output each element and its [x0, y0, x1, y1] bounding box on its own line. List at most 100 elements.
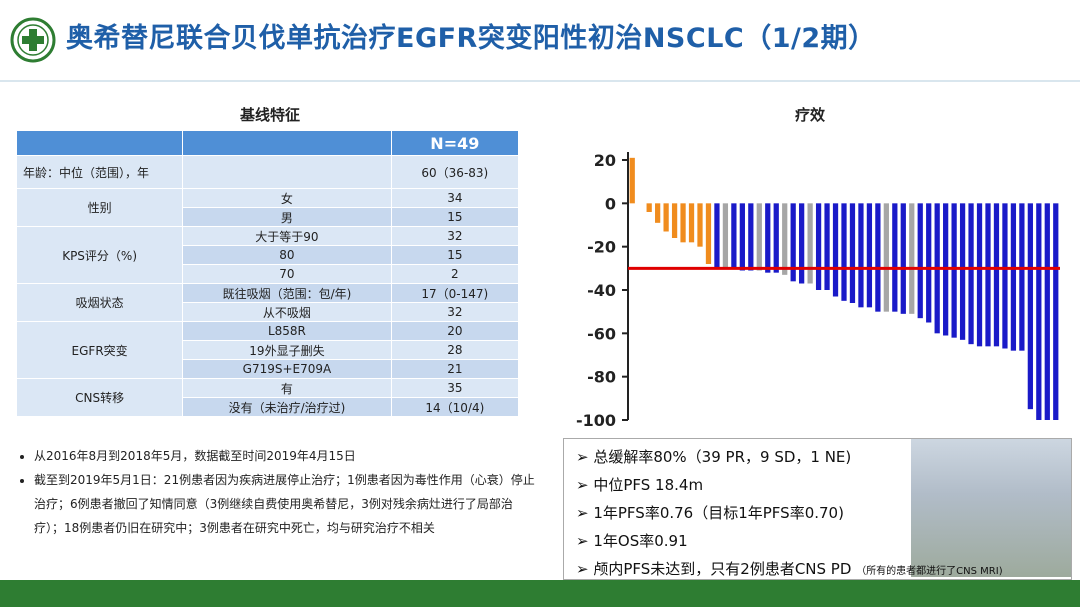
waterfall-bar — [900, 203, 906, 314]
results-box: ➢ 总缓解率80%（39 PR，9 SD，1 NE) ➢ 中位PFS 18.4m… — [563, 438, 1072, 580]
page-title: 奥希替尼联合贝伐单抗治疗EGFR突变阳性初治NSCLC（1/2期） — [66, 23, 876, 54]
result-item: ➢ 总缓解率80%（39 PR，9 SD，1 NE) — [576, 448, 852, 466]
result-text: 总缓解率80%（39 PR，9 SD，1 NE) — [593, 448, 852, 466]
waterfall-bar — [892, 203, 898, 312]
y-tick-label: -60 — [587, 324, 616, 343]
waterfall-bar — [1002, 203, 1008, 349]
waterfall-bar — [1027, 203, 1033, 410]
hospital-building-image — [911, 439, 1071, 577]
results-list: ➢ 总缓解率80%（39 PR，9 SD，1 NE) ➢ 中位PFS 18.4m… — [564, 439, 1013, 583]
waterfall-bar — [841, 203, 847, 301]
row-egfr-exon19-value: 28 — [390, 340, 520, 360]
waterfall-bar — [722, 203, 729, 269]
waterfall-bar — [815, 203, 822, 290]
efficacy-title: 疗效 — [794, 106, 825, 124]
table-header-blank — [182, 130, 392, 156]
waterfall-bar — [799, 203, 805, 284]
waterfall-bar — [926, 203, 932, 323]
row-cns-no: 没有（未治疗/治疗过) — [182, 397, 392, 417]
waterfall-bar — [756, 203, 762, 271]
waterfall-bar — [655, 203, 661, 223]
waterfall-bar — [959, 203, 966, 340]
waterfall-bar — [985, 203, 991, 347]
waterfall-bar — [993, 203, 1000, 347]
waterfall-bar — [968, 203, 974, 345]
waterfall-bar — [883, 203, 889, 312]
hospital-logo-icon — [10, 17, 56, 63]
row-kps-90: 大于等于90 — [182, 226, 392, 246]
baseline-table: N=49 年龄：中位（范围），年 60（36-83) 性别 女 34 男 15 … — [15, 130, 520, 417]
waterfall-bar — [1036, 203, 1042, 420]
result-text: 1年PFS率0.76（目标1年PFS率0.70) — [593, 504, 844, 522]
waterfall-bar — [671, 203, 678, 238]
waterfall-bar — [748, 203, 754, 271]
row-egfr-l858r: L858R — [182, 321, 392, 341]
waterfall-bar — [714, 203, 720, 269]
waterfall-bar — [739, 203, 745, 271]
waterfall-bar — [1019, 203, 1025, 351]
row-egfr-exon19: 19外显子删失 — [182, 340, 392, 360]
waterfall-bar — [951, 203, 957, 338]
waterfall-bar — [807, 203, 813, 284]
row-smoking-never-value: 32 — [390, 302, 520, 322]
waterfall-bar — [917, 203, 923, 319]
row-sex-female: 女 — [182, 188, 392, 208]
waterfall-bar — [629, 157, 635, 204]
waterfall-bar — [697, 203, 703, 247]
waterfall-bar — [731, 203, 737, 269]
row-kps-category: KPS评分（%) — [15, 226, 184, 284]
row-sex-female-value: 34 — [390, 188, 520, 208]
row-cns-no-value: 14（10/4) — [390, 397, 520, 417]
baseline-title: 基线特征 — [239, 106, 300, 124]
result-item: ➢ 中位PFS 18.4m — [576, 476, 704, 494]
notes-list: 从2016年8月到2018年5月，数据截至时间2019年4月15日 截至到201… — [18, 444, 538, 540]
row-age-value: 60（36-83) — [390, 155, 520, 189]
row-kps-90-value: 32 — [390, 226, 520, 246]
waterfall-bar — [858, 203, 864, 308]
row-kps-80-value: 15 — [390, 245, 520, 265]
note-item: 截至到2019年5月1日：21例患者因为疾病进展停止治疗；1例患者因为毒性作用（… — [34, 468, 538, 540]
waterfall-bar — [688, 203, 695, 243]
table-header-blank — [15, 130, 184, 156]
row-sex-category: 性别 — [15, 188, 184, 227]
row-kps-70: 70 — [182, 264, 392, 284]
waterfall-bar — [646, 203, 652, 212]
waterfall-bar — [1044, 203, 1050, 420]
row-cns-category: CNS转移 — [15, 378, 184, 417]
waterfall-bar — [849, 203, 856, 303]
row-egfr-g719s: G719S+E709A — [182, 359, 392, 379]
row-egfr-g719s-value: 21 — [390, 359, 520, 379]
result-text: 1年OS率0.91 — [593, 532, 688, 550]
row-smoking-never: 从不吸烟 — [182, 302, 392, 322]
waterfall-bar — [773, 203, 779, 273]
waterfall-bar — [875, 203, 881, 312]
header-bar: 奥希替尼联合贝伐单抗治疗EGFR突变阳性初治NSCLC（1/2期） — [0, 0, 1080, 82]
row-cns-yes: 有 — [182, 378, 392, 398]
waterfall-bar — [790, 203, 796, 282]
result-item: ➢ 颅内PFS未达到，只有2例患者CNS PD （所有的患者都进行了CNS MR… — [576, 560, 1003, 578]
y-tick-label: -100 — [576, 411, 616, 430]
y-tick-label: 20 — [594, 151, 616, 170]
result-item: ➢ 1年PFS率0.76（目标1年PFS率0.70) — [576, 504, 844, 522]
result-text: 中位PFS 18.4m — [593, 476, 704, 494]
row-cns-yes-value: 35 — [390, 378, 520, 398]
waterfall-bar — [832, 203, 839, 297]
row-sex-male-value: 15 — [390, 207, 520, 227]
waterfall-bar — [663, 203, 669, 232]
waterfall-bar — [1053, 203, 1059, 420]
row-smoking-former-value: 17（0-147) — [390, 283, 520, 303]
row-kps-80: 80 — [182, 245, 392, 265]
y-tick-label: 0 — [605, 194, 616, 213]
result-item: ➢ 1年OS率0.91 — [576, 532, 688, 550]
table-header-n: N=49 — [390, 130, 520, 156]
row-smoking-category: 吸烟状态 — [15, 283, 184, 322]
y-tick-label: -40 — [587, 281, 616, 300]
row-egfr-category: EGFR突变 — [15, 321, 184, 379]
footer-bar — [0, 580, 1080, 607]
y-tick-label: -20 — [587, 238, 616, 257]
row-egfr-l858r-value: 20 — [390, 321, 520, 341]
waterfall-bar — [782, 203, 788, 275]
waterfall-bar — [680, 203, 686, 243]
result-text: 颅内PFS未达到，只有2例患者CNS PD — [593, 560, 852, 578]
waterfall-bar — [705, 203, 712, 264]
